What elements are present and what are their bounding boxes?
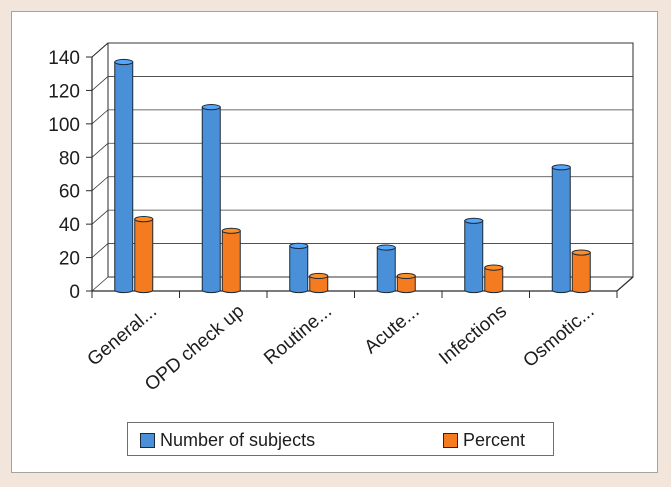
bar-number-of-subjects-routine [289, 242, 309, 294]
legend-label-number-of-subjects: Number of subjects [160, 429, 316, 450]
chart-axes [86, 42, 634, 298]
y-tick-label-20: 20 [59, 249, 80, 270]
chart-legend: Number of subjects Percent [127, 422, 554, 456]
gridline-120 [91, 76, 633, 91]
bar-cap [376, 244, 396, 251]
bar-body [134, 218, 154, 294]
gridline-0 [91, 276, 633, 292]
x-tick-label-infections: Infections [435, 301, 511, 369]
bar-body [484, 267, 504, 294]
bar-cap [484, 264, 504, 271]
bar-cap [134, 216, 154, 223]
bar-percent-infections [484, 264, 504, 294]
gridline-60 [91, 176, 633, 192]
y-tick-label-40: 40 [59, 215, 80, 236]
bar-percent-opd-check-up [221, 227, 241, 294]
bar-cap [309, 272, 329, 280]
bar-number-of-subjects-osmotic [551, 164, 571, 294]
bar-number-of-subjects-general [114, 58, 134, 294]
bar-body [221, 230, 241, 294]
bar-percent-general [134, 216, 154, 294]
bar-body [396, 275, 416, 294]
y-tick-label-60: 60 [59, 182, 80, 203]
bar-cap [114, 58, 134, 66]
legend-label-percent: Percent [463, 429, 526, 450]
bar-body [201, 106, 221, 294]
y-tick-label-100: 100 [48, 115, 80, 136]
x-tick-label-general: General... [84, 301, 161, 371]
bar-number-of-subjects-opd-check-up [201, 104, 221, 294]
bar-body [309, 275, 329, 294]
gridline-80 [91, 142, 633, 158]
bar-cap [551, 164, 571, 171]
chart-bars [114, 58, 591, 294]
y-tick-label-0: 0 [69, 282, 80, 303]
bar-cap [221, 227, 241, 234]
legend-swatch-number-of-subjects [140, 432, 155, 448]
bar-body [464, 220, 484, 294]
gridline-20 [91, 243, 633, 258]
legend-entry-percent: Percent [443, 430, 525, 450]
gridline-100 [91, 109, 633, 125]
bar-cap [464, 217, 484, 224]
y-tick-label-140: 140 [48, 48, 80, 69]
bar-percent-routine [309, 272, 329, 294]
legend-entry-number-of-subjects: Number of subjects [140, 430, 315, 450]
gridline-40 [91, 209, 633, 225]
legend-swatch-percent [443, 432, 458, 448]
y-tick-label-80: 80 [59, 148, 80, 169]
bar-body [376, 247, 396, 294]
x-tick-labels: General...OPD check up Routine... Acute...… [84, 301, 599, 396]
bar-percent-acute [396, 272, 416, 294]
bar-body [551, 166, 571, 294]
bar-cap [201, 104, 221, 111]
grid-lines [91, 42, 634, 292]
y-tick-labels: 0 20 40 60 80 100 120 140 [48, 48, 80, 303]
left-wall-top-edge [91, 42, 109, 58]
x-tick-label-routine: Routine... [260, 301, 336, 369]
bar-body [571, 252, 591, 294]
bar-cap [289, 242, 309, 249]
x-tick-label-osmotic: Osmotic... [519, 301, 598, 372]
bar-cap [571, 249, 591, 256]
bar-body [289, 245, 309, 294]
bar-number-of-subjects-acute [376, 244, 396, 294]
bar-number-of-subjects-infections [464, 217, 484, 294]
bar-cap [396, 272, 416, 280]
bar-percent-osmotic [571, 249, 591, 294]
x-tick-label-acute: Acute... [361, 301, 424, 358]
y-tick-label-120: 120 [48, 81, 80, 102]
bar-body [114, 61, 134, 294]
